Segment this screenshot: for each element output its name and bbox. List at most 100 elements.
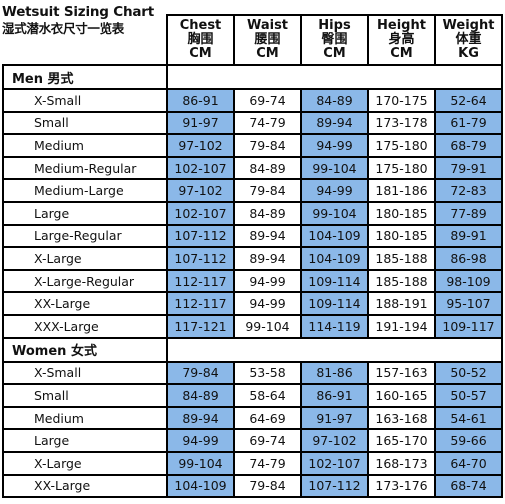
size-label: X-Small (2, 88, 168, 113)
measurement-cell: 188-191 (367, 291, 436, 316)
column-unit: KG (458, 46, 479, 61)
measurement-cell: 61-79 (434, 110, 503, 136)
table-body: Men 男式 X-Small 86-91 69-74 84-89 170-175 52-64… (2, 64, 503, 499)
section-label: Men 男式 (2, 64, 168, 90)
table-row: Small 84-89 58-64 86-91 160-165 50-57 (2, 383, 503, 408)
measurement-cell: 94-99 (233, 291, 302, 316)
measurement-cell: 168-173 (367, 450, 436, 476)
size-label: X-Large-Regular (2, 268, 168, 294)
table-row: XX-Large 104-109 79-84 107-112 173-176 68-74 (2, 473, 503, 499)
measurement-cell: 68-79 (434, 133, 503, 158)
measurement-cell: 173-176 (367, 473, 436, 499)
column-name-cn: 体重 (455, 32, 482, 47)
measurement-cell: 77-89 (434, 200, 503, 226)
measurement-cell: 114-119 (300, 313, 369, 339)
measurement-cell: 89-94 (300, 110, 369, 136)
measurement-cell: 84-89 (300, 88, 369, 113)
column-header-waist: Waist 腰围 CM (233, 14, 302, 66)
column-header-height: Height 身高 CM (367, 14, 436, 66)
measurement-cell: 170-175 (367, 88, 436, 113)
measurement-cell: 74-79 (233, 110, 302, 136)
table-row: Medium-Regular 102-107 84-89 99-104 175-180 7… (2, 155, 503, 181)
measurement-cell: 69-74 (233, 88, 302, 113)
measurement-cell: 89-94 (166, 405, 235, 431)
measurement-cell: 180-185 (367, 223, 436, 249)
measurement-cell: 79-91 (434, 155, 503, 181)
size-label: Large (2, 200, 168, 226)
measurement-cell: 117-121 (166, 313, 235, 339)
measurement-cell: 94-99 (166, 428, 235, 453)
measurement-cell: 157-163 (367, 360, 436, 386)
section-header-row: Men 男式 (2, 64, 503, 90)
measurement-cell: 175-180 (367, 133, 436, 158)
column-name: Weight (442, 18, 495, 33)
table-row: X-Large 107-112 89-94 104-109 185-188 86-98 (2, 246, 503, 271)
measurement-cell: 94-99 (300, 133, 369, 158)
size-label: Medium-Large (2, 178, 168, 203)
measurement-cell: 58-64 (233, 383, 302, 408)
measurement-cell: 50-52 (434, 360, 503, 386)
table-row: X-Small 86-91 69-74 84-89 170-175 52-64 (2, 88, 503, 113)
size-label: XX-Large (2, 291, 168, 316)
measurement-cell: 99-104 (233, 313, 302, 339)
column-name-cn: 臀围 (321, 32, 348, 47)
size-label: X-Large (2, 450, 168, 476)
column-name: Waist (246, 18, 289, 33)
measurement-cell: 69-74 (233, 428, 302, 453)
measurement-cell: 109-114 (300, 268, 369, 294)
table-row: Medium 97-102 79-84 94-99 175-180 68-79 (2, 133, 503, 158)
column-header-chest: Chest 胸围 CM (166, 14, 235, 66)
measurement-cell: 79-84 (166, 360, 235, 386)
table-row: Medium-Large 97-102 79-84 94-99 181-186 72-83 (2, 178, 503, 203)
measurement-cell: 68-74 (434, 473, 503, 499)
measurement-cell: 104-109 (166, 473, 235, 499)
measurement-cell: 97-102 (166, 178, 235, 203)
table-row: XXX-Large 117-121 99-104 114-119 191-194 109-… (2, 313, 503, 339)
measurement-cell: 181-186 (367, 178, 436, 203)
measurement-cell: 91-97 (300, 405, 369, 431)
size-label: Small (2, 110, 168, 136)
sizing-table: Chest 胸围 CM Waist 腰围 CM Hips 臀围 CM Heigh… (2, 14, 503, 499)
measurement-cell: 89-91 (434, 223, 503, 249)
measurement-cell: 53-58 (233, 360, 302, 386)
measurement-cell: 94-99 (233, 268, 302, 294)
size-label: XXX-Large (2, 313, 168, 339)
measurement-cell: 112-117 (166, 268, 235, 294)
section-label: Women 女式 (2, 336, 168, 363)
measurement-cell: 99-104 (300, 155, 369, 181)
table-row: Medium 89-94 64-69 91-97 163-168 54-61 (2, 405, 503, 431)
measurement-cell: 79-84 (233, 473, 302, 499)
measurement-cell: 191-194 (367, 313, 436, 339)
table-row: X-Small 79-84 53-58 81-86 157-163 50-52 (2, 360, 503, 386)
size-label: XX-Large (2, 473, 168, 499)
measurement-cell: 104-109 (300, 246, 369, 271)
column-name-cn: 胸围 (187, 32, 214, 47)
header-row: Chest 胸围 CM Waist 腰围 CM Hips 臀围 CM Heigh… (3, 14, 503, 66)
size-label: Medium (2, 133, 168, 158)
measurement-cell: 59-66 (434, 428, 503, 453)
measurement-cell: 91-97 (166, 110, 235, 136)
table-row: X-Large 99-104 74-79 102-107 168-173 64-70 (2, 450, 503, 476)
measurement-cell: 99-104 (300, 200, 369, 226)
measurement-cell: 102-107 (300, 450, 369, 476)
size-label: X-Large (2, 246, 168, 271)
size-label: Large-Regular (2, 223, 168, 249)
measurement-cell: 94-99 (300, 178, 369, 203)
measurement-cell: 107-112 (166, 223, 235, 249)
measurement-cell: 81-86 (300, 360, 369, 386)
column-name-cn: 身高 (388, 32, 415, 47)
column-unit: CM (256, 46, 279, 61)
measurement-cell: 89-94 (233, 223, 302, 249)
section-header-row: Women 女式 (2, 336, 503, 363)
measurement-cell: 97-102 (300, 428, 369, 453)
measurement-cell: 180-185 (367, 200, 436, 226)
table-row: XX-Large 112-117 94-99 109-114 188-191 95-107 (2, 291, 503, 316)
measurement-cell: 185-188 (367, 246, 436, 271)
measurement-cell: 86-91 (300, 383, 369, 408)
measurement-cell: 175-180 (367, 155, 436, 181)
measurement-cell: 86-91 (166, 88, 235, 113)
measurement-cell: 64-70 (434, 450, 503, 476)
column-header-hips: Hips 臀围 CM (300, 14, 369, 66)
measurement-cell: 50-57 (434, 383, 503, 408)
